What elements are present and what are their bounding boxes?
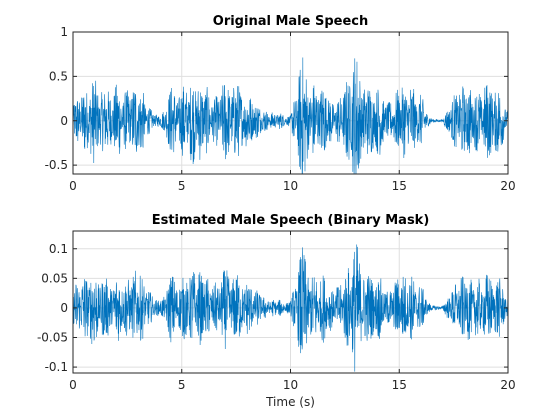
x-tick-label: 15	[392, 179, 407, 193]
x-tick-label: 10	[283, 179, 298, 193]
x-tick-label: 5	[178, 378, 186, 392]
x-tick-label: 5	[178, 179, 186, 193]
x-tick-label: 0	[69, 179, 77, 193]
y-tick-label: -0.1	[45, 360, 68, 374]
y-tick-label: 0.05	[41, 271, 68, 285]
y-tick-label: 0	[60, 301, 68, 315]
y-tick-label: -0.05	[37, 331, 68, 345]
waveform-series	[73, 244, 508, 372]
x-tick-label: 15	[392, 378, 407, 392]
x-axis-label: Time (s)	[265, 395, 315, 409]
x-tick-label: 20	[500, 179, 515, 193]
waveform-series	[73, 57, 508, 174]
y-tick-label: -0.5	[45, 158, 68, 172]
y-tick-label: 0	[60, 114, 68, 128]
x-tick-label: 0	[69, 378, 77, 392]
chart-title: Original Male Speech	[213, 14, 368, 29]
axes-2: 0 5 10 15 20 -0.1 -0.05 0 0.05 0.1 Estimated Male …	[37, 213, 516, 409]
x-tick-label: 10	[283, 378, 298, 392]
chart-title: Estimated Male Speech (Binary Mask)	[152, 213, 430, 228]
y-tick-label: 0.1	[49, 242, 68, 256]
y-tick-label: 1	[60, 25, 68, 39]
x-tick-label: 20	[500, 378, 515, 392]
y-tick-label: 0.5	[49, 69, 68, 83]
